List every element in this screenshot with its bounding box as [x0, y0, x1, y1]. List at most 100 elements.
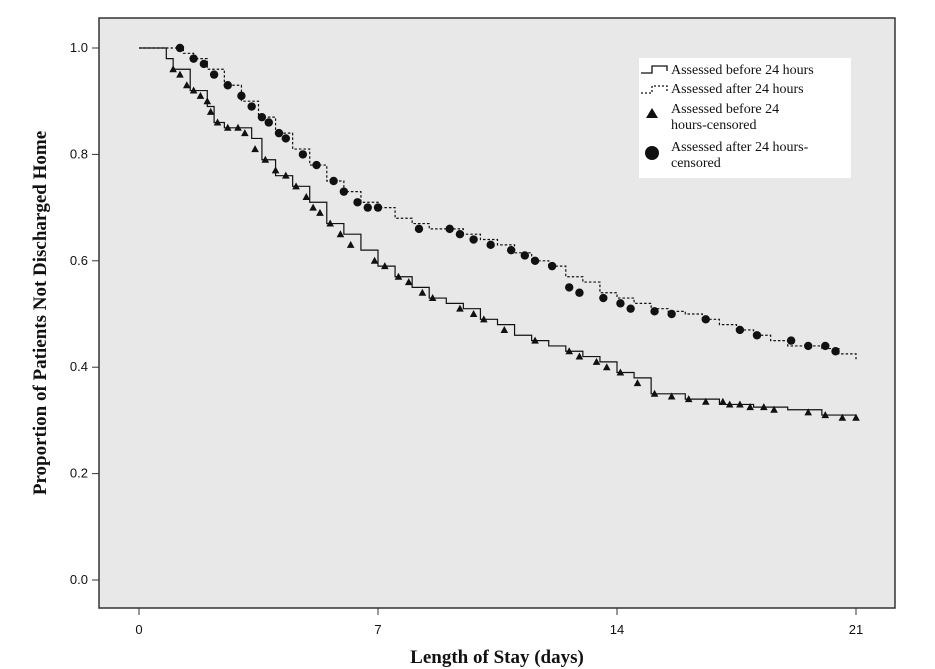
censor-triangle-marker — [821, 411, 830, 419]
censor-triangle-marker — [213, 118, 222, 126]
censor-triangle-marker — [234, 123, 242, 131]
censor-circle-marker — [701, 315, 710, 324]
censor-triangle-marker — [650, 389, 659, 397]
y-tick-label: 1.0 — [70, 40, 88, 55]
y-tick-label: 0.0 — [70, 572, 88, 587]
x-tick-label: 14 — [610, 622, 624, 637]
censor-circle-marker — [821, 341, 830, 351]
legend-label-before: Assessed before 24 hours — [671, 63, 814, 78]
censor-triangle-marker — [602, 363, 611, 371]
censor-circle-marker — [298, 150, 308, 159]
censor-circle-marker — [175, 43, 185, 53]
censor-triangle-marker — [616, 368, 625, 376]
legend-label-after-censored: Assessed after 24 hours- censored — [671, 140, 812, 171]
censor-triangle-marker — [336, 230, 345, 238]
series-line-after-24h — [139, 47, 857, 360]
censor-triangle-marker — [852, 413, 860, 421]
legend: Assessed before 24 hours Assessed after … — [639, 58, 851, 178]
censor-triangle-marker — [480, 315, 488, 323]
censor-triangle-marker — [428, 294, 437, 302]
legend-swatch-solid — [641, 65, 668, 74]
censor-triangle-marker — [346, 240, 355, 248]
censor-triangle-marker — [381, 262, 389, 270]
legend-label-before-censored: Assessed before 24 hours-censored — [671, 102, 783, 133]
x-tick-label: 0 — [135, 622, 142, 637]
censor-triangle-marker — [183, 81, 191, 89]
censor-circle-marker — [339, 187, 349, 196]
censor-circle-marker — [530, 256, 540, 265]
censor-triangle-marker — [838, 413, 847, 421]
y-axis: 0.0 0.2 0.4 0.6 0.8 1.0 — [70, 40, 99, 587]
censor-circle-marker — [373, 203, 383, 212]
censor-circle-marker — [565, 283, 574, 292]
y-axis-title: Proportion of Patients Not Discharged Ho… — [30, 131, 51, 495]
censor-triangle-marker — [370, 256, 379, 264]
censor-circle-marker — [486, 240, 495, 250]
censor-circle-marker — [264, 118, 273, 127]
series-line-before-24h — [139, 47, 857, 418]
censor-circle-marker — [667, 309, 676, 319]
censor-triangle-marker — [271, 166, 280, 174]
censor-circle-marker — [804, 341, 813, 351]
censor-triangle-marker — [196, 91, 205, 99]
censor-triangle-marker — [261, 155, 270, 163]
x-tick-label: 7 — [374, 622, 381, 637]
censor-circle-marker — [786, 336, 796, 345]
censor-triangle-marker — [725, 400, 734, 408]
censor-circle-marker — [547, 261, 557, 271]
censor-triangle-marker — [760, 403, 768, 411]
censor-circle-marker — [445, 224, 454, 234]
censor-triangle-marker — [176, 70, 184, 78]
censor-circle-marker — [312, 160, 321, 170]
censor-triangle-marker — [804, 408, 812, 416]
censor-circle-marker — [469, 235, 478, 244]
x-axis: 0 7 14 21 — [135, 608, 863, 637]
censor-triangle-marker — [418, 288, 427, 296]
censor-triangle-marker — [169, 65, 177, 73]
censor-circle-marker — [223, 81, 232, 90]
censor-circle-marker — [735, 325, 745, 335]
censor-triangle-marker — [719, 397, 727, 405]
censor-circle-marker — [414, 224, 424, 234]
censor-circle-marker — [752, 331, 762, 340]
censor-circle-marker — [353, 198, 362, 207]
censor-triangle-marker — [282, 171, 290, 179]
censor-triangle-marker — [316, 208, 324, 216]
censor-triangle-marker — [746, 403, 754, 411]
censor-circle-marker — [363, 203, 372, 212]
censor-circle-marker — [189, 54, 198, 63]
censor-circle-marker — [831, 347, 840, 356]
censor-triangle-marker — [189, 86, 198, 94]
censor-circle-marker — [616, 299, 625, 308]
censor-triangle-marker — [292, 182, 300, 190]
censor-circle-marker — [247, 102, 256, 111]
legend-swatch-dashed — [641, 85, 668, 94]
censor-markers — [169, 43, 860, 421]
legend-triangle-icon — [646, 108, 658, 118]
censor-triangle-marker — [701, 397, 710, 405]
censor-circle-marker — [650, 307, 659, 316]
censor-triangle-marker — [575, 352, 584, 360]
y-tick-label: 0.2 — [70, 466, 88, 481]
censor-circle-marker — [237, 91, 246, 101]
censor-triangle-marker — [500, 325, 509, 333]
censor-circle-marker — [329, 176, 338, 186]
y-tick-label: 0.6 — [70, 253, 88, 268]
censor-triangle-marker — [394, 272, 403, 280]
censor-triangle-marker — [309, 203, 317, 211]
censor-triangle-marker — [404, 278, 413, 286]
censor-triangle-marker — [326, 219, 334, 227]
censor-circle-marker — [281, 134, 291, 143]
legend-box — [639, 58, 851, 178]
censor-triangle-marker — [684, 395, 693, 403]
censor-triangle-marker — [251, 145, 259, 153]
censor-circle-marker — [274, 128, 284, 138]
legend-label-after: Assessed after 24 hours — [671, 82, 804, 97]
censor-circle-marker — [455, 230, 465, 239]
legend-circle-icon — [645, 146, 659, 160]
censor-triangle-marker — [531, 336, 539, 344]
y-tick-label: 0.8 — [70, 146, 88, 161]
censor-circle-marker — [506, 245, 516, 255]
series-lines — [139, 47, 857, 418]
censor-circle-marker — [599, 293, 608, 303]
